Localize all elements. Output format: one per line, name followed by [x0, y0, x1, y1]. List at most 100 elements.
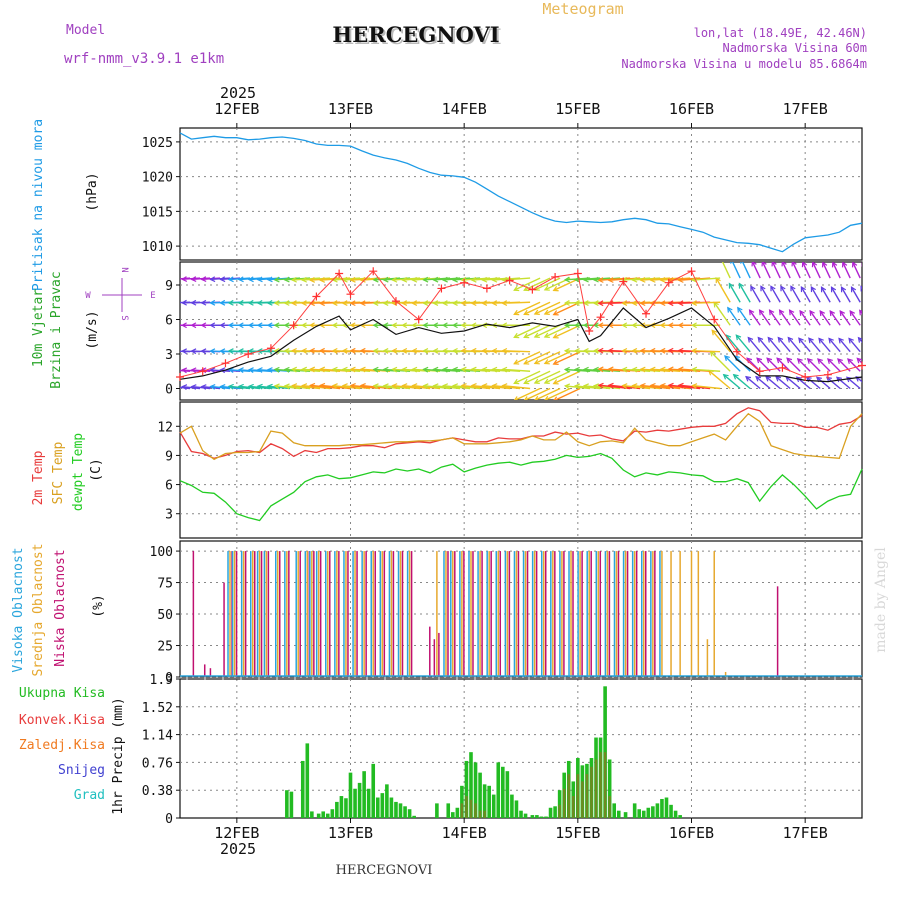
wind-arrow-head [283, 300, 290, 306]
wind-arrow-head [219, 299, 226, 306]
wind-arrow [502, 368, 531, 372]
wind-arrow-head [659, 366, 666, 373]
wind-arrow-head [247, 276, 254, 283]
wind-arrow [810, 286, 821, 303]
wind-arrow-head [775, 375, 782, 382]
wind-arrow-head [795, 376, 802, 383]
precip-total-bar [557, 790, 562, 818]
wind-arrow-head [190, 322, 197, 329]
wind-arrow-head [481, 347, 488, 354]
wind-arrow-head [441, 366, 448, 373]
wind-arrow-head [552, 333, 559, 339]
wind-arrow-head [592, 383, 599, 390]
precip-total-bar [366, 788, 371, 818]
wind-arrow-head [639, 347, 646, 354]
day-label-top: 12FEB [214, 100, 259, 118]
wind-arrow-head [266, 367, 273, 373]
wind-arrow-head [382, 383, 389, 390]
wind-gust-marker [460, 278, 469, 287]
wind-arrow-head [256, 322, 263, 329]
wind-arrow-head [659, 276, 666, 283]
wind-arrow [523, 301, 551, 315]
wind-arrow-head [359, 300, 366, 307]
wind-arrow-head [677, 382, 684, 389]
wind-arrow-head [209, 276, 216, 283]
wind-arrow-head [659, 347, 666, 354]
precip-total-bar [678, 815, 682, 818]
wind-arrow-head [837, 358, 843, 364]
wind-arrow-head [563, 322, 570, 329]
precip-total-bar [407, 809, 412, 818]
precip-total-bar [641, 810, 646, 818]
wind-arrow-head [451, 366, 458, 373]
wind-arrow [781, 262, 791, 279]
wind-arrow-head [283, 348, 290, 354]
wind-arrow-head [349, 347, 356, 354]
wind-arrow-head [470, 322, 477, 329]
wind-arrow-head [592, 348, 599, 354]
wind-arrow-head [411, 347, 418, 354]
wind-arrow-head [331, 383, 338, 389]
wind-arrow-head [756, 357, 763, 364]
precip-total-bar [310, 811, 314, 818]
wind-gust-marker [687, 267, 696, 276]
wind-arrow-head [534, 395, 540, 400]
wind-arrow-head [283, 276, 290, 283]
wind-arrow-head [523, 359, 530, 365]
y-tick-label: 6 [165, 314, 173, 329]
wind-arrow-head [621, 383, 628, 389]
wind-arrow-head [513, 396, 518, 400]
wind-arrow-head [631, 300, 638, 306]
wind-gust-marker [778, 363, 787, 372]
wind-arrow-head [237, 383, 244, 390]
wind-arrow-head [266, 276, 273, 283]
wind-arrow [806, 376, 821, 390]
wind-arrow-head [382, 366, 389, 373]
wind-gust-marker [266, 344, 275, 353]
cloud-panel: 0 25 50 75 100 [150, 540, 863, 686]
y-tick-label: 100 [150, 545, 173, 560]
subtitle: Meteogram [542, 0, 623, 18]
compass-w: W [85, 291, 91, 301]
wind-arrow-head [309, 366, 316, 373]
wind-arrow-head [861, 262, 862, 267]
wind-arrow-head [501, 347, 508, 354]
wind-arrow-head [791, 262, 797, 267]
wind-arrow [832, 262, 841, 279]
wind-arrow-head [799, 309, 805, 316]
wind-arrow-head [787, 336, 794, 343]
wind-arrow-head [290, 366, 298, 373]
wind-arrow-head [722, 373, 729, 380]
wind-arrow [692, 368, 721, 372]
wind-arrow-head [725, 334, 732, 341]
wind-arrow-head [573, 383, 581, 390]
wind-arrow [859, 309, 862, 315]
wind-arrow-head [849, 310, 855, 317]
wind-arrow-head [237, 276, 244, 283]
wind-arrow-head [778, 309, 785, 316]
wind-arrow-head [811, 262, 818, 268]
wind-arrow-head [219, 322, 226, 329]
precip-total-bar [285, 790, 289, 818]
precip-total-bar [464, 760, 469, 818]
wind-arrow [820, 286, 831, 303]
wind-arrow-head [691, 322, 697, 329]
wind-arrow-head [318, 300, 325, 307]
precip-conv-bar [469, 799, 473, 818]
page-title: HERCEGNOVI [332, 22, 499, 47]
wind-arrow [765, 376, 781, 390]
wind-arrow-head [300, 347, 307, 354]
wind-arrow [180, 302, 181, 303]
wind-arrow-head [841, 262, 848, 268]
wind-arrow [553, 370, 581, 385]
wind-gust-line [179, 270, 863, 378]
wind-arrow [857, 337, 862, 344]
temp-unit: (C) [89, 458, 104, 481]
wind-arrow-head [401, 322, 408, 329]
wind-arrow-head [597, 347, 604, 354]
wind-arrow [692, 350, 721, 353]
wind-arrow-head [770, 285, 776, 292]
wind-unit: (m/s) [85, 310, 100, 349]
wind-arrow-head [758, 309, 765, 316]
wind-arrow-head [582, 276, 589, 283]
